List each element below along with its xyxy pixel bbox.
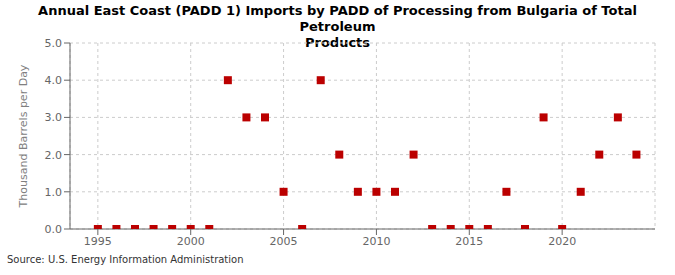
svg-text:1.0: 1.0 <box>45 186 63 199</box>
svg-text:5.0: 5.0 <box>45 37 63 50</box>
svg-text:3.0: 3.0 <box>45 111 63 124</box>
svg-text:2005: 2005 <box>270 235 298 248</box>
svg-text:2010: 2010 <box>362 235 390 248</box>
svg-text:1995: 1995 <box>84 235 112 248</box>
svg-text:4.0: 4.0 <box>45 74 63 87</box>
html-text:Products: Products <box>305 35 370 50</box>
svg-text:2.0: 2.0 <box>45 149 63 162</box>
svg-text:2000: 2000 <box>177 235 205 248</box>
svg-text:Thousand Barrels per Day: Thousand Barrels per Day <box>17 64 30 208</box>
svg-text:0.0: 0.0 <box>45 223 63 236</box>
svg-text:2020: 2020 <box>548 235 576 248</box>
svg-text:2015: 2015 <box>455 235 483 248</box>
html-text:Annual East Coast (PADD 1) Imp: Annual East Coast (PADD 1) Imports by PA… <box>38 3 637 34</box>
html-text:Source: U.S. Energy Informatio: Source: U.S. Energy Information Administ… <box>7 254 244 265</box>
